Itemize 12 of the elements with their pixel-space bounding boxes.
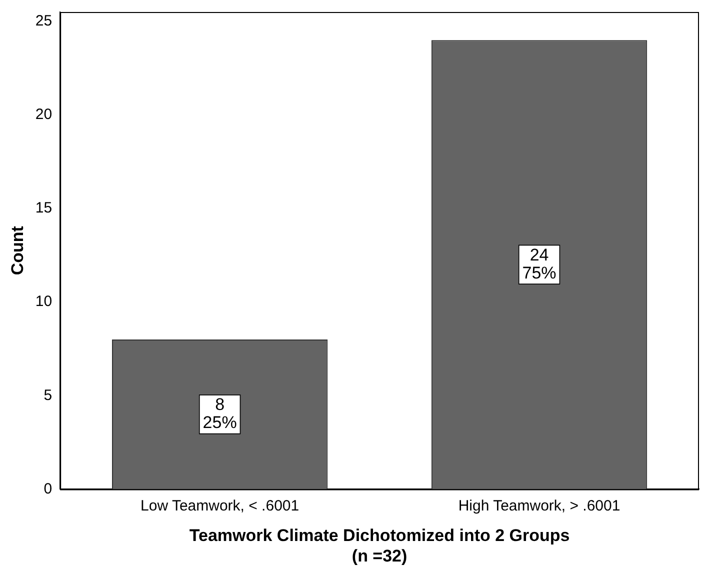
y-axis-title: Count bbox=[8, 226, 27, 276]
y-tick-label: 15 bbox=[35, 200, 52, 217]
data-label: 8 25% bbox=[202, 395, 237, 432]
x-tick-label: Low Teamwork, < .6001 bbox=[140, 497, 300, 514]
y-tick-label: 0 bbox=[44, 480, 52, 498]
x-tick-label: High Teamwork, > .6001 bbox=[458, 497, 620, 514]
y-tick-label: 20 bbox=[35, 106, 52, 124]
x-axis-title: Teamwork Climate Dichotomized into 2 Groups (n =32) bbox=[189, 526, 570, 566]
y-tick-label: 5 bbox=[44, 386, 52, 404]
y-tick-label: 25 bbox=[35, 12, 52, 30]
data-label: 24 75% bbox=[522, 245, 556, 282]
y-tick-label: 10 bbox=[35, 293, 52, 310]
